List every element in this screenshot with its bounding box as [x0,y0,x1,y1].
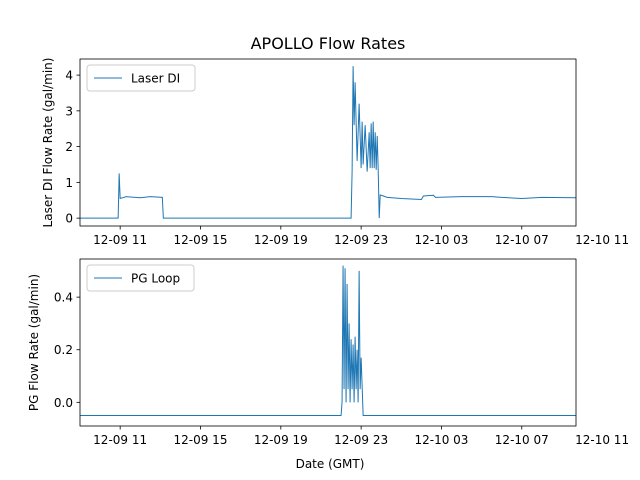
y-axis-label: Laser DI Flow Rate (gal/min) [41,58,55,228]
laser-di-panel: 0 1 2 3 4 12-09 11 12-09 15 12-09 19 12-09 23 12-… [41,58,629,247]
x-tick-label: 12-10 03 [414,233,468,247]
x-tick-label: 12-09 15 [174,433,228,447]
y-tick-label: 2 [65,140,73,154]
x-tick-label: 12-09 15 [174,233,228,247]
series-line-pg-loop [80,265,576,416]
x-tick-label: 12-10 11 [575,433,629,447]
x-tick-label: 12-10 11 [575,233,629,247]
legend: Laser DI [86,64,196,92]
y-tick-label: 4 [65,69,73,83]
chart-title: APOLLO Flow Rates [251,34,406,53]
axes-frame [79,58,577,227]
y-tick-label: 1 [65,176,73,190]
y-tick-label: 0.0 [54,396,73,410]
legend: PG Loop [86,264,195,292]
x-tick-label: 12-10 07 [495,233,549,247]
x-tick-label: 12-09 11 [93,433,147,447]
x-tick-label: 12-09 23 [334,233,388,247]
y-tick-label: 0.4 [54,291,73,305]
x-axis-label: Date (GMT) [296,457,365,471]
x-tick-label: 12-09 19 [254,433,308,447]
y-axis-label: PG Flow Rate (gal/min) [27,274,41,411]
x-tick-label: 12-09 23 [334,433,388,447]
y-tick-label: 3 [65,104,73,118]
x-tick-label: 12-10 03 [414,433,468,447]
series-line-laser-di [80,66,576,219]
legend-box [86,264,195,292]
pg-loop-panel: 0.0 0.2 0.4 12-09 11 12-09 15 12-09 19 12-09 2… [27,258,629,471]
legend-label: Laser DI [131,72,180,86]
x-tick-label: 12-09 19 [254,233,308,247]
y-tick-label: 0.2 [54,343,73,357]
axes-frame [79,258,577,427]
x-tick-label: 12-10 07 [495,433,549,447]
x-tick-label: 12-09 11 [93,233,147,247]
legend-label: PG Loop [131,272,180,286]
y-tick-label: 0 [65,212,73,226]
legend-box [86,64,196,92]
